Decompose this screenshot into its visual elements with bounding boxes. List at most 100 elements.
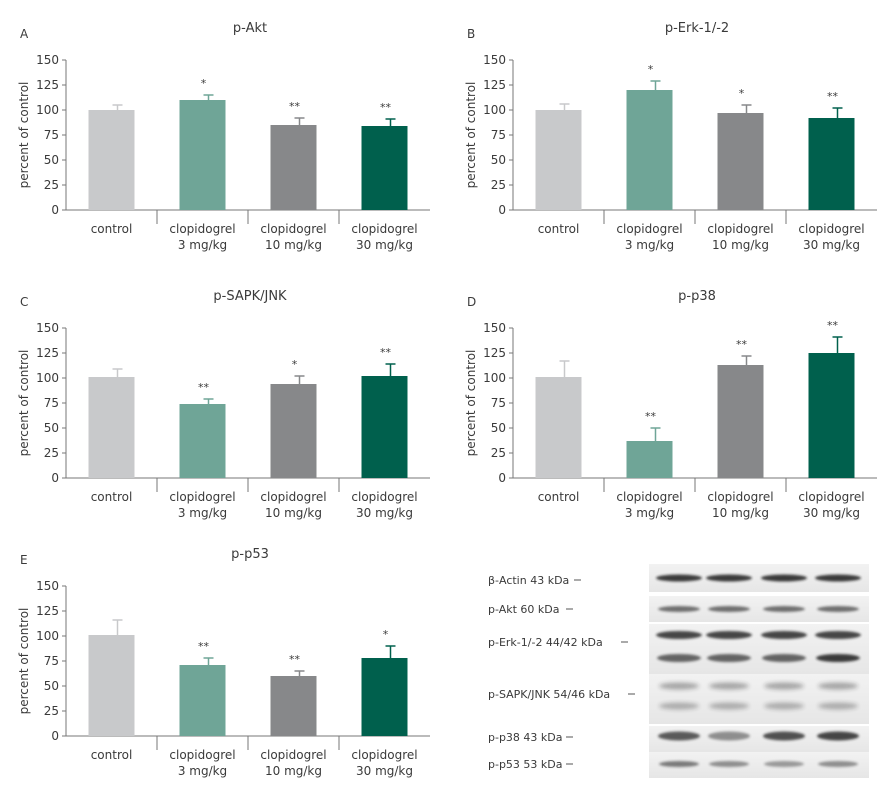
band-erk-44 (706, 631, 752, 639)
band-p53 (764, 761, 804, 767)
bar-c-4 (361, 376, 408, 478)
significance-marker-a-2: * (201, 77, 207, 90)
blot-strip-jnk (649, 674, 869, 724)
bar-b-1 (535, 110, 582, 210)
band-erk-44 (815, 631, 861, 639)
bar-e-4 (361, 658, 408, 736)
x-tick-label-a: control (91, 222, 133, 236)
x-tick-label-e: clopidogrel (351, 748, 417, 762)
band-akt (763, 606, 805, 612)
significance-marker-d-2: ** (645, 410, 657, 423)
x-tick-label-d: control (538, 490, 580, 504)
significance-marker-c-3: * (292, 358, 298, 371)
chart-title-e: p-p53 (231, 547, 269, 562)
y-tick-label-e: 100 (36, 629, 59, 643)
y-tick-label-c: 100 (36, 371, 59, 385)
bar-d-2 (626, 441, 673, 478)
band-jnk-54 (764, 682, 804, 690)
blot-label-actin: β-Actin 43 kDa (488, 574, 569, 587)
y-tick-label-c: 50 (44, 421, 59, 435)
x-tick-label-c: control (91, 490, 133, 504)
band-actin (815, 574, 861, 582)
band-p53 (709, 761, 749, 767)
y-tick-label-e: 75 (44, 654, 59, 668)
panel-label-b: B (467, 27, 475, 41)
x-tick-label-b: clopidogrel (616, 222, 682, 236)
x-tick-label-e: control (91, 748, 133, 762)
x-tick-label-e: 3 mg/kg (178, 764, 227, 778)
band-jnk-46 (659, 702, 699, 710)
x-tick-label-e: clopidogrel (169, 748, 235, 762)
band-jnk-54 (709, 682, 749, 690)
band-p53 (818, 761, 858, 767)
band-actin (761, 574, 807, 582)
bar-d-1 (535, 377, 582, 478)
y-axis-label-a: percent of control (17, 82, 31, 189)
chart-title-c: p-SAPK/JNK (213, 289, 287, 304)
x-tick-label-b: control (538, 222, 580, 236)
y-tick-label-a: 150 (36, 53, 59, 67)
band-akt (658, 606, 700, 612)
y-axis-label-d: percent of control (464, 350, 478, 457)
y-tick-label-b: 75 (491, 128, 506, 142)
x-tick-label-a: 3 mg/kg (178, 238, 227, 252)
significance-marker-e-3: ** (289, 653, 301, 666)
band-jnk-54 (659, 682, 699, 690)
blot-label-dashes (566, 579, 635, 765)
band-erk-44 (761, 631, 807, 639)
significance-marker-e-2: ** (198, 640, 210, 653)
x-tick-label-c: clopidogrel (351, 490, 417, 504)
x-tick-label-d: clopidogrel (616, 490, 682, 504)
y-tick-label-a: 125 (36, 78, 59, 92)
band-actin (706, 574, 752, 582)
bar-c-3 (270, 384, 317, 478)
y-axis-label-e: percent of control (17, 608, 31, 715)
band-p38 (708, 731, 750, 741)
band-jnk-46 (764, 702, 804, 710)
y-tick-label-d: 150 (483, 321, 506, 335)
significance-marker-d-4: ** (827, 319, 839, 332)
band-jnk-46 (709, 702, 749, 710)
y-tick-label-d: 0 (498, 471, 506, 485)
blot-label-erk: p-Erk-1/-2 44/42 kDa (488, 636, 603, 649)
y-tick-label-c: 125 (36, 346, 59, 360)
band-p38 (817, 731, 859, 741)
chart-title-a: p-Akt (233, 21, 267, 36)
bar-b-4 (808, 118, 855, 210)
x-tick-label-c: clopidogrel (169, 490, 235, 504)
y-tick-label-d: 100 (483, 371, 506, 385)
x-tick-label-d: clopidogrel (798, 490, 864, 504)
y-axis-label-b: percent of control (464, 82, 478, 189)
y-tick-label-a: 50 (44, 153, 59, 167)
panel-label-a: A (20, 27, 29, 41)
y-tick-label-d: 75 (491, 396, 506, 410)
y-axis-label-c: percent of control (17, 350, 31, 457)
panel-label-e: E (20, 553, 28, 567)
blot-label-p38: p-p38 43 kDa (488, 731, 563, 744)
panel-label-c: C (20, 295, 28, 309)
panel-label-d: D (467, 295, 476, 309)
x-tick-label-a: clopidogrel (169, 222, 235, 236)
band-erk-42 (816, 654, 860, 662)
bar-c-2 (179, 404, 226, 478)
x-tick-label-a: 10 mg/kg (265, 238, 322, 252)
x-tick-label-c: 10 mg/kg (265, 506, 322, 520)
x-tick-label-c: 30 mg/kg (356, 506, 413, 520)
y-tick-label-b: 150 (483, 53, 506, 67)
bar-a-1 (88, 110, 135, 210)
blot-label-jnk: p-SAPK/JNK 54/46 kDa (488, 688, 610, 701)
significance-marker-a-3: ** (289, 100, 301, 113)
y-tick-label-c: 75 (44, 396, 59, 410)
bar-d-4 (808, 353, 855, 478)
y-tick-label-e: 0 (51, 729, 59, 743)
y-tick-label-e: 150 (36, 579, 59, 593)
band-erk-42 (707, 654, 751, 662)
y-tick-label-c: 150 (36, 321, 59, 335)
x-tick-label-a: clopidogrel (260, 222, 326, 236)
y-tick-label-a: 25 (44, 178, 59, 192)
y-tick-label-a: 0 (51, 203, 59, 217)
